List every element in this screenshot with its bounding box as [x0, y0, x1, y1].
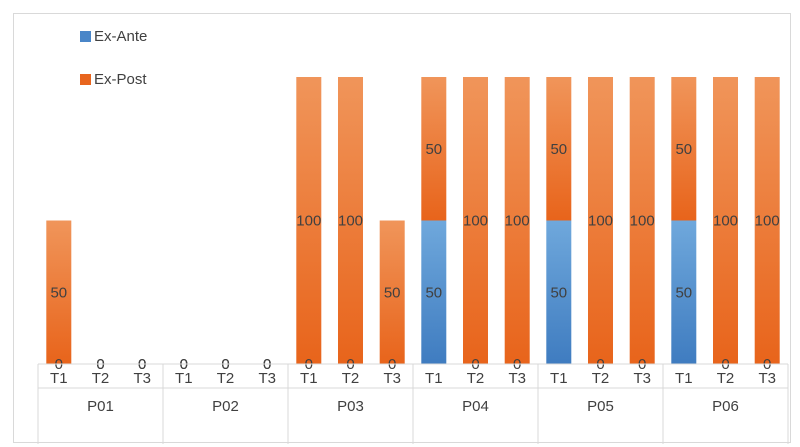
x-group-label: P04: [462, 398, 489, 415]
x-tick-label: T3: [258, 370, 276, 387]
data-label-ex-post-p05-t2: 100: [588, 213, 613, 230]
bar-ex-post-p03-t2: [338, 77, 363, 364]
legend-label-ex-ante: Ex-Ante: [94, 28, 148, 45]
data-label-ex-post-p06-t3: 100: [755, 213, 780, 230]
data-label-ex-post-p03-t1: 100: [296, 213, 321, 230]
x-tick-label: T2: [467, 370, 485, 387]
legend-swatch-ex-ante: [80, 31, 91, 42]
bar-ex-post-p01-t1: [46, 220, 72, 364]
bar-ex-ante-p06-t1: [671, 220, 697, 364]
data-label-ex-post-p05-t3: 100: [630, 213, 655, 230]
data-label-ex-post-p04-t1: 50: [425, 141, 442, 158]
bar-ex-post-p06-t1: [671, 77, 697, 221]
data-label-ex-post-p06-t1: 50: [675, 141, 692, 158]
data-label-ex-post-p03-t3: 50: [384, 284, 401, 301]
x-tick-label: T1: [175, 370, 193, 387]
bar-ex-post-p05-t2: [588, 77, 613, 364]
bar-ex-post-p04-t1: [421, 77, 447, 221]
x-tick-label: T2: [592, 370, 610, 387]
x-tick-label: T3: [133, 370, 151, 387]
legend-item-ex-post: Ex-Post: [80, 71, 147, 88]
data-label-ex-post-p01-t1: 50: [50, 284, 67, 301]
x-tick-label: T1: [425, 370, 443, 387]
x-group-label: P01: [87, 398, 114, 415]
x-tick-label: T1: [675, 370, 693, 387]
data-label-ex-ante-p04-t1: 50: [425, 284, 442, 301]
bar-ex-post-p05-t1: [546, 77, 572, 221]
x-tick-label: T3: [508, 370, 526, 387]
x-group-label: P06: [712, 398, 739, 415]
x-tick-label: T3: [633, 370, 651, 387]
x-group-label: P02: [212, 398, 239, 415]
bar-ex-post-p05-t3: [629, 77, 655, 364]
x-tick-label: T2: [342, 370, 360, 387]
bar-ex-ante-p05-t1: [546, 220, 572, 364]
legend-item-ex-ante: Ex-Ante: [80, 28, 147, 45]
bar-ex-post-p03-t1: [296, 77, 322, 364]
chart-frame: 0 50 0 0 0 0 0 0 0 0 0 0 0 100 0 100 0 50 50 50 0 100 0 100 50 50…: [13, 13, 791, 444]
data-label-ex-ante-p06-t1: 50: [675, 284, 692, 301]
data-label-ex-post-p05-t1: 50: [550, 141, 567, 158]
x-tick-label: T1: [550, 370, 568, 387]
bar-ex-post-p06-t2: [713, 77, 738, 364]
x-tick-label: T3: [758, 370, 776, 387]
x-group-label: P03: [337, 398, 364, 415]
bar-ex-post-p03-t3: [379, 220, 405, 364]
data-label-ex-ante-p05-t1: 50: [550, 284, 567, 301]
x-tick-label: T1: [300, 370, 318, 387]
legend-swatch-ex-post: [80, 74, 91, 85]
x-tick-label: T1: [50, 370, 68, 387]
x-tick-label: T3: [383, 370, 401, 387]
legend-label-ex-post: Ex-Post: [94, 71, 147, 88]
x-tick-label: T2: [217, 370, 235, 387]
data-label-ex-post-p04-t2: 100: [463, 213, 488, 230]
data-label-ex-post-p06-t2: 100: [713, 213, 738, 230]
x-tick-label: T2: [92, 370, 110, 387]
data-label-ex-post-p03-t2: 100: [338, 213, 363, 230]
bar-ex-post-p04-t3: [504, 77, 530, 364]
data-label-ex-post-p04-t3: 100: [505, 213, 530, 230]
x-group-label: P05: [587, 398, 614, 415]
bar-ex-post-p04-t2: [463, 77, 488, 364]
bar-ex-post-p06-t3: [754, 77, 780, 364]
x-tick-label: T2: [717, 370, 735, 387]
bar-ex-ante-p04-t1: [421, 220, 447, 364]
